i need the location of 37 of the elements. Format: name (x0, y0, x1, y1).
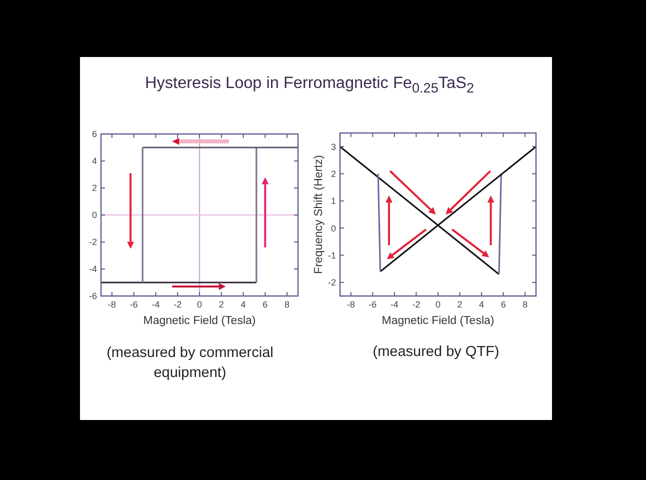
chart-title: Hysteresis Loop in Ferromagnetic Fe$_{0.25}$TaS$_{2}$ (145, 74, 474, 96)
x-tick-label: 0 (435, 299, 441, 310)
y-tick-label: -2 (88, 237, 97, 248)
y-axis-title: Frequency Shift (Hertz) (313, 154, 326, 274)
x-axis-title: Magnetic Field (Tesla) (382, 315, 494, 327)
y-tick-label: -4 (88, 264, 97, 274)
x-tick-label: -4 (152, 299, 160, 310)
y-tick-label: -1 (328, 250, 336, 260)
y-tick-label: -6 (88, 291, 97, 302)
x-axis-title: Magnetic Field (Tesla) (143, 315, 256, 327)
y-tick-label: -2 (328, 278, 336, 288)
x-tick-label: 0 (196, 299, 202, 310)
y-tick-label: 3 (330, 142, 336, 152)
x-tick-label: -6 (368, 299, 377, 310)
x-tick-label: 6 (500, 299, 506, 310)
x-tick-label: 8 (522, 299, 528, 310)
x-tick-label: -4 (390, 299, 398, 310)
y-tick-label: 6 (92, 129, 97, 140)
text: (measured by commercial equipment) (106, 344, 274, 383)
x-tick-label: 2 (457, 299, 462, 310)
x-tick-label: -2 (174, 299, 182, 310)
text: (measured by QTF) (372, 343, 500, 362)
x-tick-label: 2 (218, 299, 224, 310)
y-tick-label: 2 (330, 168, 336, 179)
x-tick-label: -2 (412, 299, 420, 310)
y-tick-label: 1 (330, 196, 336, 206)
y-tick-label: 0 (92, 210, 97, 220)
y-tick-label: 4 (92, 156, 97, 166)
x-tick-label: 4 (240, 299, 246, 310)
x-tick-label: -8 (108, 299, 116, 310)
x-tick-label: 6 (262, 299, 268, 310)
y-tick-label: 0 (330, 223, 336, 234)
x-tick-label: 4 (479, 299, 484, 310)
y-tick-label: 2 (92, 183, 97, 194)
x-tick-label: 8 (284, 299, 290, 310)
x-tick-label: -8 (346, 299, 355, 310)
x-tick-label: -6 (130, 299, 138, 310)
